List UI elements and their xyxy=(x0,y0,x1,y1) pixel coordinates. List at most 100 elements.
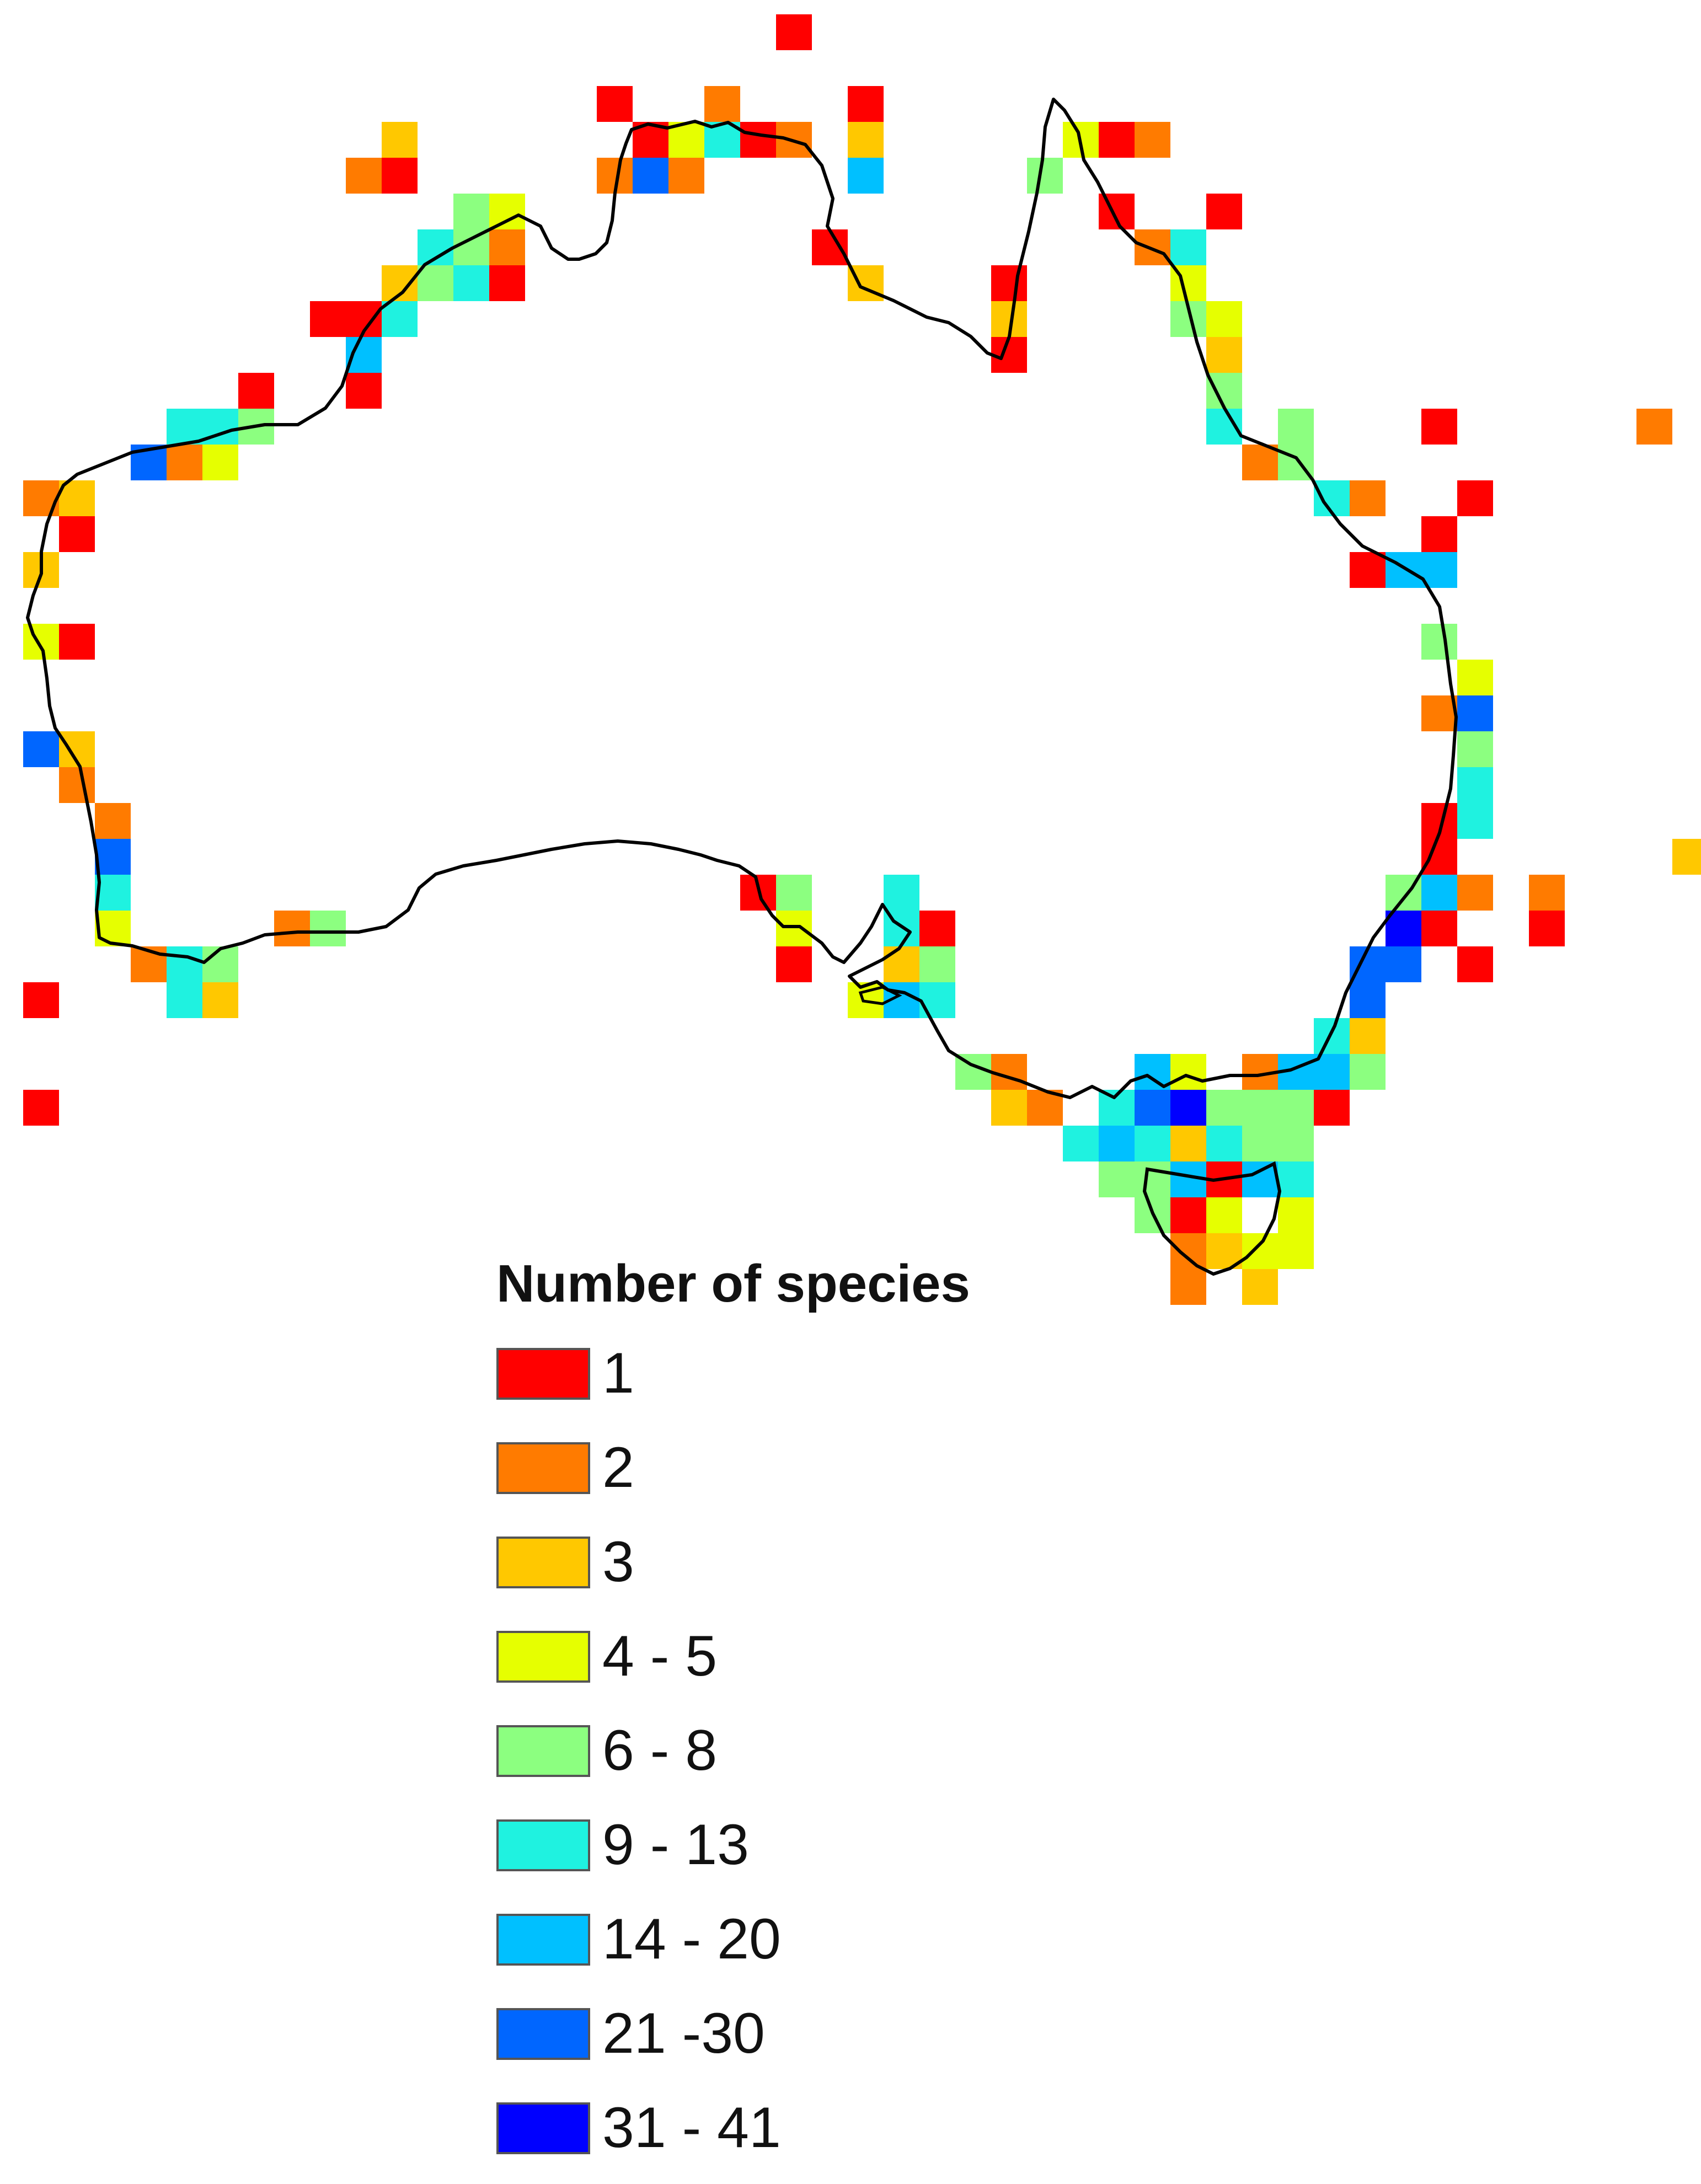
grid-cell xyxy=(23,731,59,767)
grid-cell xyxy=(1170,1233,1206,1269)
grid-cell xyxy=(1135,1054,1170,1090)
grid-cell xyxy=(95,875,131,911)
grid-cell xyxy=(1421,911,1457,946)
grid-cell xyxy=(597,86,633,122)
grid-cell xyxy=(1206,194,1242,229)
grid-cell xyxy=(489,265,525,301)
grid-cell xyxy=(1278,1197,1314,1233)
grid-cell xyxy=(1386,552,1421,588)
legend-swatch xyxy=(496,1819,590,1871)
grid-cell xyxy=(310,911,346,946)
grid-cell xyxy=(1529,875,1565,911)
grid-cell xyxy=(346,373,382,409)
grid-cell xyxy=(1135,1090,1170,1126)
grid-cell xyxy=(202,946,238,982)
legend-label: 2 xyxy=(602,1436,634,1500)
grid-cell xyxy=(1421,516,1457,552)
grid-cell xyxy=(23,624,59,660)
grid-cell xyxy=(310,301,346,337)
grid-cell xyxy=(1421,624,1457,660)
species-richness-map xyxy=(23,14,1701,1305)
grid-cell xyxy=(1421,409,1457,445)
grid-cell xyxy=(1170,1197,1206,1233)
grid-cell xyxy=(776,911,812,946)
grid-cell xyxy=(1278,1233,1314,1269)
grid-cell xyxy=(1421,695,1457,731)
grid-cell xyxy=(23,480,59,516)
legend-label: 3 xyxy=(602,1530,634,1594)
grid-cell xyxy=(1242,445,1278,480)
grid-cell xyxy=(489,194,525,229)
grid-cell xyxy=(1457,767,1493,803)
grid-cell xyxy=(418,265,453,301)
legend-swatch xyxy=(496,1347,590,1400)
grid-cell xyxy=(776,946,812,982)
grid-cell xyxy=(1278,409,1314,445)
grid-cell xyxy=(1350,1054,1386,1090)
grid-cell xyxy=(776,14,812,50)
kangaroo-island-outline xyxy=(858,986,902,1005)
grid-cell xyxy=(453,229,489,265)
legend-label: 6 - 8 xyxy=(602,1719,718,1783)
grid-cell xyxy=(1350,1018,1386,1054)
grid-cell xyxy=(1206,1126,1242,1161)
grid-cell xyxy=(1242,1233,1278,1269)
grid-cell xyxy=(23,1090,59,1126)
grid-cell xyxy=(1421,552,1457,588)
grid-cell xyxy=(1386,911,1421,946)
grid-cell xyxy=(884,946,919,982)
grid-cell xyxy=(1206,337,1242,373)
grid-cell xyxy=(919,982,955,1018)
legend-swatch xyxy=(496,1442,590,1494)
legend-swatch xyxy=(496,1913,590,1966)
legend-label: 9 - 13 xyxy=(602,1813,749,1877)
legend-swatch xyxy=(496,1630,590,1683)
grid-cell xyxy=(1421,839,1457,875)
australia-mainland-outline xyxy=(26,98,1458,1099)
grid-cell xyxy=(848,122,884,158)
legend-label: 31 - 41 xyxy=(602,2096,781,2160)
grid-cell xyxy=(167,409,202,445)
grid-cell xyxy=(1457,875,1493,911)
grid-cell xyxy=(1135,229,1170,265)
legend-swatch xyxy=(496,1536,590,1588)
legend-label: 21 -30 xyxy=(602,2001,765,2066)
grid-cell xyxy=(1242,1126,1278,1161)
grid-cell xyxy=(95,839,131,875)
legend-swatch xyxy=(496,2008,590,2060)
grid-cell xyxy=(23,982,59,1018)
grid-cell xyxy=(884,875,919,911)
grid-cell xyxy=(1278,1090,1314,1126)
grid-cell xyxy=(1350,982,1386,1018)
grid-cell xyxy=(704,86,740,122)
grid-cell xyxy=(238,373,274,409)
grid-cell xyxy=(1457,695,1493,731)
grid-cell xyxy=(59,516,95,552)
legend-swatch xyxy=(496,2102,590,2154)
legend-title: Number of species xyxy=(496,1254,970,1313)
legend-item: 31 - 41 xyxy=(496,2081,970,2175)
grid-cell xyxy=(1350,480,1386,516)
grid-cell xyxy=(1242,1269,1278,1305)
grid-cell xyxy=(95,803,131,839)
grid-cell xyxy=(1170,1269,1206,1305)
grid-cell xyxy=(1135,122,1170,158)
grid-cell xyxy=(812,229,848,265)
grid-cell xyxy=(1135,1161,1170,1197)
grid-cell xyxy=(1242,1161,1278,1197)
legend-item: 9 - 13 xyxy=(496,1798,970,1892)
grid-cell xyxy=(1457,480,1493,516)
grid-cell xyxy=(382,122,418,158)
grid-cell xyxy=(1170,1090,1206,1126)
grid-cell xyxy=(382,301,418,337)
grid-cell xyxy=(1063,1126,1099,1161)
grid-cell xyxy=(1457,660,1493,695)
grid-cell xyxy=(1170,1126,1206,1161)
grid-cell xyxy=(991,337,1027,373)
grid-cell xyxy=(633,158,668,194)
grid-cell xyxy=(1170,229,1206,265)
grid-cell xyxy=(453,265,489,301)
grid-cell xyxy=(382,158,418,194)
legend-item: 4 - 5 xyxy=(496,1609,970,1704)
grid-cell xyxy=(1099,194,1135,229)
